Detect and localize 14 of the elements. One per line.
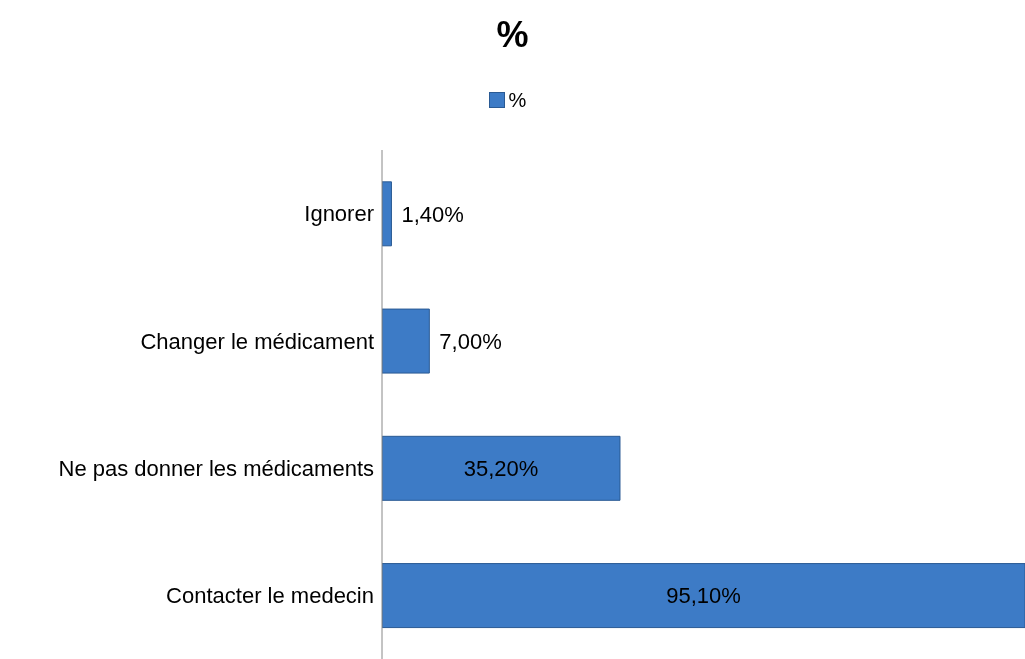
data-label: 35,20% bbox=[463, 456, 539, 482]
legend-label: % bbox=[508, 88, 527, 112]
y-tick-label: Contacter le medecin bbox=[166, 583, 374, 609]
y-tick-label: Changer le médicament bbox=[140, 328, 374, 354]
bar bbox=[382, 181, 392, 247]
data-label: 95,10% bbox=[666, 583, 741, 609]
y-tick-label: Ignorer bbox=[304, 201, 374, 227]
data-label: 7,00% bbox=[439, 328, 502, 354]
bar bbox=[382, 435, 621, 501]
bar bbox=[382, 563, 1025, 629]
y-tick-label: Ne pas donner les médicaments bbox=[58, 455, 374, 481]
data-label: 1,40% bbox=[401, 201, 464, 227]
chart-title: % bbox=[495, 13, 530, 57]
bar bbox=[382, 308, 430, 374]
